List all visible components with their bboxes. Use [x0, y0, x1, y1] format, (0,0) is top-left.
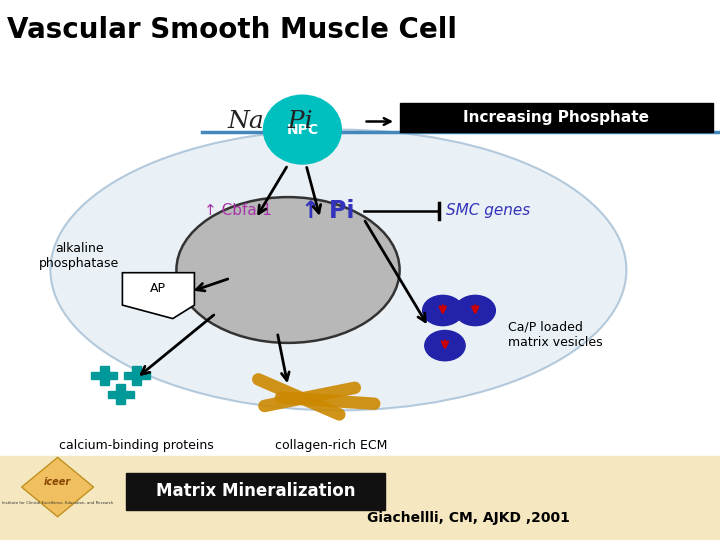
Text: SMC genes: SMC genes	[446, 203, 531, 218]
Ellipse shape	[263, 94, 342, 165]
Text: ↑ Cbfa-1: ↑ Cbfa-1	[204, 203, 271, 218]
Bar	[0, 456, 720, 540]
Text: ↑ Pi: ↑ Pi	[301, 199, 354, 222]
Text: Increasing Phosphate: Increasing Phosphate	[463, 110, 649, 125]
Bar	[0, 0, 720, 456]
Bar	[91, 372, 117, 379]
Bar	[126, 472, 385, 510]
Bar	[117, 384, 125, 404]
Polygon shape	[122, 273, 194, 319]
Ellipse shape	[50, 130, 626, 410]
Text: Na   Pi: Na Pi	[228, 110, 312, 133]
Text: Vascular Smooth Muscle Cell: Vascular Smooth Muscle Cell	[7, 16, 457, 44]
Text: iceer: iceer	[44, 477, 71, 487]
Text: collagen-rich ECM: collagen-rich ECM	[275, 439, 387, 452]
Bar	[100, 366, 109, 385]
Text: Institute for Clinical Excellence, Education, and Research: Institute for Clinical Excellence, Educa…	[2, 501, 113, 505]
Polygon shape	[22, 457, 94, 517]
Text: alkaline
phosphatase: alkaline phosphatase	[39, 242, 120, 271]
Text: Ca/P loaded
matrix vesicles: Ca/P loaded matrix vesicles	[508, 321, 602, 349]
Circle shape	[425, 330, 465, 361]
Circle shape	[423, 295, 463, 326]
Bar	[108, 391, 134, 397]
Text: Giachellli, CM, AJKD ,2001: Giachellli, CM, AJKD ,2001	[366, 511, 570, 525]
Bar	[124, 372, 150, 379]
Text: NPC: NPC	[287, 123, 318, 137]
Text: Matrix Mineralization: Matrix Mineralization	[156, 482, 356, 501]
Bar	[132, 366, 141, 385]
Text: AP: AP	[150, 282, 166, 295]
Circle shape	[455, 295, 495, 326]
Text: calcium-binding proteins: calcium-binding proteins	[60, 439, 214, 452]
Ellipse shape	[176, 197, 400, 343]
Bar	[400, 103, 713, 132]
